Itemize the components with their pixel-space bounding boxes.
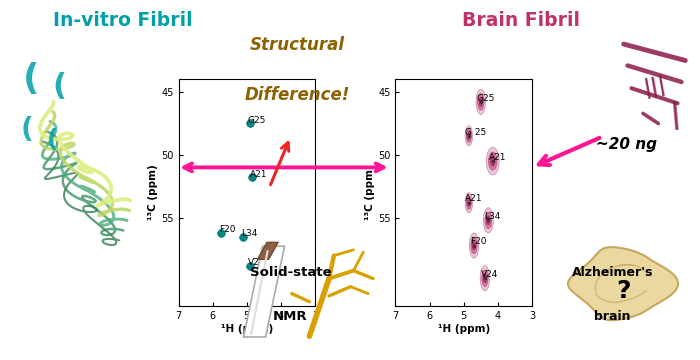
Text: V24: V24 — [481, 270, 498, 279]
Text: (: ( — [20, 116, 33, 144]
X-axis label: ¹H (ppm): ¹H (ppm) — [220, 324, 273, 334]
Ellipse shape — [471, 237, 477, 254]
Ellipse shape — [468, 199, 470, 206]
Ellipse shape — [466, 129, 471, 143]
Text: Structural: Structural — [250, 36, 345, 54]
Text: Brain Fibril: Brain Fibril — [463, 11, 580, 30]
Y-axis label: ¹³C (ppm): ¹³C (ppm) — [148, 165, 158, 220]
Ellipse shape — [473, 241, 476, 250]
Text: F20: F20 — [219, 225, 235, 234]
Ellipse shape — [482, 270, 488, 287]
Text: Difference!: Difference! — [245, 86, 350, 104]
Text: A21: A21 — [465, 194, 482, 203]
Ellipse shape — [477, 94, 484, 110]
Text: G 25: G 25 — [465, 128, 486, 137]
Text: G25: G25 — [477, 94, 495, 103]
Text: A21: A21 — [249, 170, 267, 179]
Text: Solid-state: Solid-state — [250, 266, 331, 279]
Text: NMR: NMR — [273, 310, 308, 323]
Polygon shape — [244, 246, 284, 337]
Ellipse shape — [466, 196, 471, 209]
Ellipse shape — [486, 216, 490, 225]
Ellipse shape — [483, 274, 486, 283]
Ellipse shape — [486, 147, 499, 175]
Text: L34: L34 — [484, 212, 500, 221]
Text: L34: L34 — [241, 229, 258, 238]
Text: (: ( — [47, 129, 58, 152]
Text: |||: ||| — [641, 74, 668, 99]
Polygon shape — [568, 247, 678, 320]
Text: (: ( — [52, 72, 66, 101]
Ellipse shape — [485, 212, 491, 229]
Text: (: ( — [23, 62, 40, 96]
Text: F20: F20 — [470, 237, 486, 246]
Text: G25: G25 — [248, 116, 266, 125]
Text: brain: brain — [594, 310, 631, 323]
Ellipse shape — [491, 156, 495, 166]
Ellipse shape — [489, 152, 497, 170]
Text: A21: A21 — [489, 153, 506, 162]
Ellipse shape — [465, 126, 472, 146]
Y-axis label: ¹³C (ppm): ¹³C (ppm) — [365, 165, 375, 220]
Ellipse shape — [483, 208, 493, 233]
Ellipse shape — [480, 266, 490, 291]
X-axis label: ¹H (ppm): ¹H (ppm) — [438, 324, 490, 334]
Text: Alzheimer's: Alzheimer's — [572, 266, 653, 279]
Ellipse shape — [479, 98, 482, 106]
Ellipse shape — [468, 132, 470, 139]
Text: |: | — [669, 100, 682, 130]
Text: In-vitro Fibril: In-vitro Fibril — [52, 11, 192, 30]
Ellipse shape — [469, 233, 479, 258]
Text: ~20 ng: ~20 ng — [596, 137, 657, 152]
Polygon shape — [258, 242, 279, 259]
Text: ?: ? — [616, 279, 630, 303]
Ellipse shape — [465, 193, 472, 213]
Ellipse shape — [476, 89, 486, 114]
Text: V24: V24 — [248, 258, 265, 267]
